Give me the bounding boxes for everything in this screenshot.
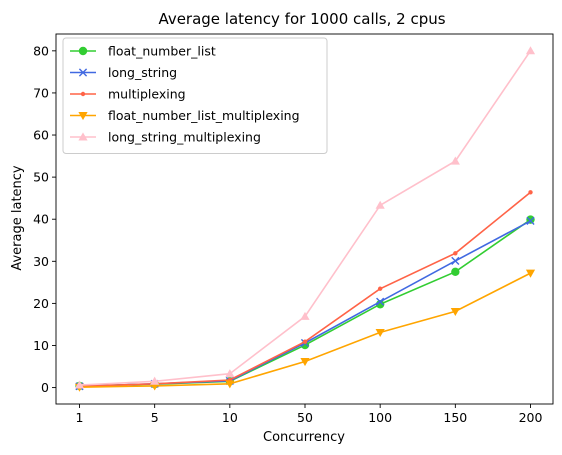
data-point [150,376,160,385]
data-point [74,380,85,389]
y-tick-label: 70 [33,85,49,100]
data-point [375,328,385,338]
x-tick-label: 1 [76,410,84,425]
legend-label: multiplexing [108,87,186,102]
x-tick-label: 50 [297,410,313,425]
legend-item: multiplexing [70,87,186,102]
y-tick-label: 50 [33,170,49,185]
y-tick-label: 10 [33,338,49,353]
chart-title: Average latency for 1000 calls, 2 cpus [158,10,445,28]
y-tick-label: 40 [33,212,49,227]
legend-marker [78,68,88,77]
data-point [451,267,460,277]
y-axis-label: Average latency [10,165,25,271]
x-tick-label: 200 [519,410,543,425]
y-axis: 0 10 20 30 40 50 60 70 80 [33,43,56,395]
data-point [525,46,536,55]
legend-item: long_string_multiplexing [70,130,261,145]
y-tick-label: 30 [33,254,49,269]
legend-label: float_number_list [108,44,216,59]
data-point [377,286,383,291]
x-tick-label: 5 [151,410,159,425]
data-point [225,369,235,378]
data-point [528,190,533,195]
data-point [300,358,310,367]
data-point [376,297,385,306]
legend-label: long_string_multiplexing [108,130,261,145]
y-tick-label: 20 [33,296,49,311]
y-tick-label: 60 [33,128,49,143]
series-long_string_multiplexing [74,46,536,389]
data-point [375,200,385,209]
data-point [300,311,310,320]
legend-marker [80,91,86,97]
series-line [79,272,531,388]
data-point [453,251,458,256]
data-point [525,269,536,278]
x-tick-label: 100 [368,410,392,425]
data-point [225,380,235,389]
data-point [451,256,460,265]
legend-marker [78,112,88,121]
y-tick-label: 80 [33,43,49,58]
plot-area: 1 5 10 50 100 150 200 0 10 20 30 40 50 60 70 80 [33,33,554,425]
legend-label: float_number_list_multiplexing [108,108,300,123]
legend-item: float_number_list_multiplexing [70,108,300,123]
x-tick-label: 150 [443,410,467,425]
legend: float_number_list long_string multiplexing… [62,37,328,154]
data-point [450,156,460,165]
series-float_number_list_multiplexing [74,269,536,392]
data-point [302,339,308,344]
legend-marker [78,46,88,56]
x-axis-label: Concurrency [263,430,345,445]
legend-label: long_string [108,65,177,80]
x-tick-label: 10 [222,410,238,425]
data-point [450,307,460,316]
legend-item: long_string [70,65,177,80]
data-point [526,216,535,225]
y-tick-label: 0 [41,380,49,395]
x-axis: 1 5 10 50 100 150 200 [76,404,543,425]
series-line [79,191,532,388]
legend-item: float_number_list [70,44,216,59]
legend-marker [78,132,88,141]
legend-frame [62,37,328,154]
